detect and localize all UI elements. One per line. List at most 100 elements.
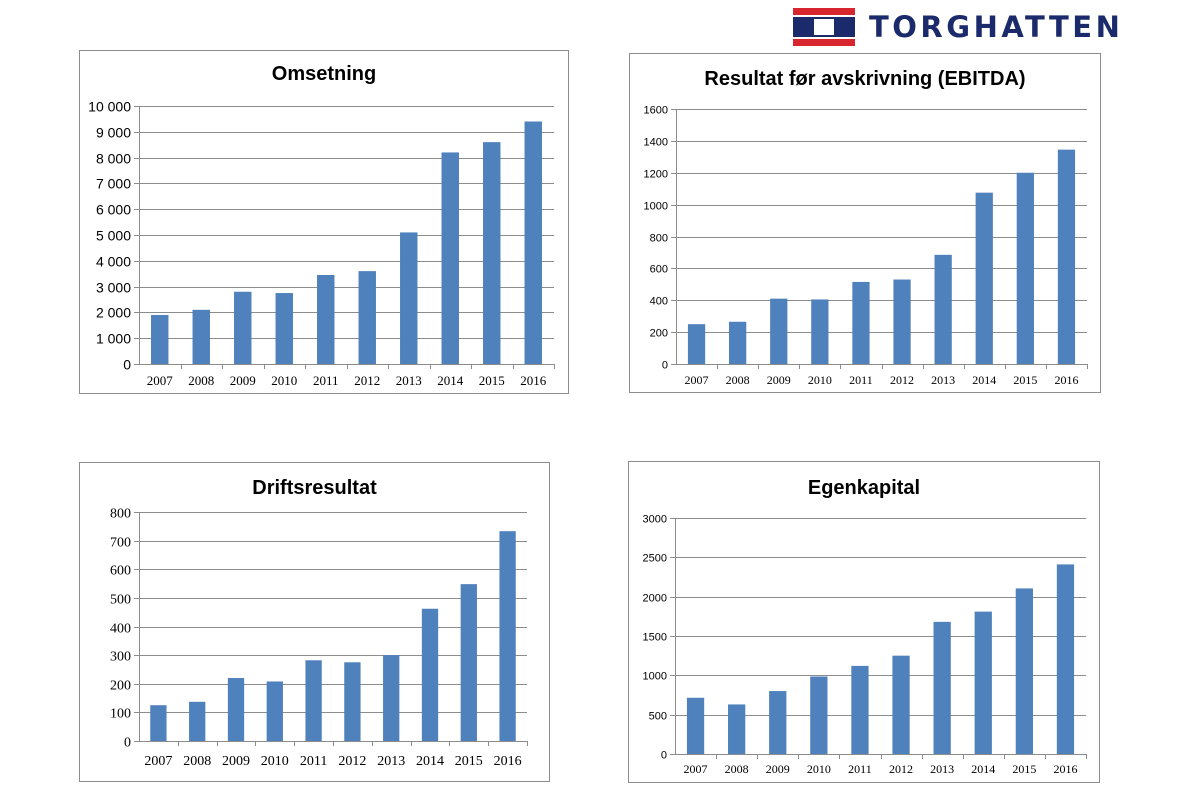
torghatten-logo-mark-icon — [793, 8, 855, 46]
bar — [851, 665, 869, 754]
y-tick-label: 0 — [123, 356, 131, 372]
x-tick-label: 2008 — [183, 754, 211, 769]
bar — [150, 705, 167, 741]
chart-driftsresultat: Driftsresultat 0 100 200 300 400 500 600 700 800… — [79, 462, 550, 782]
bar — [460, 584, 477, 741]
y-tick-label: 7 000 — [96, 175, 131, 191]
x-tick-label: 2011 — [300, 754, 327, 769]
chart-plot: 0 1 000 2 000 3 000 4 000 5 000 6 000 7 000 8 00… — [88, 98, 555, 388]
y-tick-label: 6 000 — [96, 201, 131, 217]
chart-egenkapital: Egenkapital 0 500 1000 1500 2000 2500 3000 2007… — [628, 461, 1100, 783]
bar — [975, 192, 993, 364]
y-tick-label: 0 — [661, 749, 667, 761]
y-tick-label: 4 000 — [96, 253, 131, 269]
y-tick-label: 1200 — [644, 168, 668, 180]
bar — [383, 655, 400, 741]
x-tick-label: 2009 — [230, 373, 256, 388]
y-tick-label: 200 — [110, 678, 131, 693]
chart-title: Driftsresultat — [252, 477, 377, 499]
x-tick-label: 2009 — [767, 373, 791, 387]
x-tick-label: 2014 — [416, 754, 444, 769]
y-tick-label: 1600 — [644, 104, 668, 116]
y-tick-label: 400 — [650, 295, 668, 307]
x-tick-label: 2013 — [931, 373, 955, 387]
x-tick-label: 2013 — [377, 754, 405, 769]
x-tick-label: 2008 — [188, 373, 214, 388]
bar — [769, 691, 787, 754]
chart-omsetning: Omsetning 0 1 000 2 000 3 000 4 000 5 000 6 00… — [79, 50, 569, 394]
bar — [687, 324, 706, 364]
bar — [1015, 588, 1033, 754]
bar — [811, 299, 829, 364]
bar — [266, 681, 283, 741]
x-tick-label: 2009 — [222, 754, 250, 769]
x-tick-label: 2015 — [455, 754, 483, 769]
bar — [934, 254, 952, 364]
y-tick-label: 8 000 — [96, 150, 131, 166]
x-tick-label: 2011 — [849, 373, 873, 387]
x-tick-label: 2010 — [807, 762, 831, 776]
x-tick-label: 2007 — [684, 762, 708, 776]
x-tick-label: 2012 — [354, 373, 380, 388]
x-tick-label: 2007 — [685, 373, 709, 387]
bar — [1057, 149, 1076, 364]
bar — [192, 309, 210, 364]
bar — [852, 281, 870, 364]
chart-plot: 0 100 200 300 400 500 600 700 800 2007 2008 2009 201… — [110, 506, 528, 769]
bar — [275, 293, 293, 364]
y-tick-label: 600 — [650, 263, 668, 275]
y-tick-label: 600 — [110, 563, 131, 578]
bar — [499, 531, 516, 741]
bar — [483, 142, 501, 364]
y-tick-label: 2000 — [643, 592, 667, 604]
x-tick-label: 2010 — [271, 373, 297, 388]
bar — [189, 701, 206, 741]
bar — [892, 655, 910, 754]
x-tick-label: 2008 — [725, 762, 749, 776]
x-tick-label: 2016 — [1054, 373, 1078, 387]
bar — [1056, 564, 1075, 754]
bar — [344, 662, 361, 741]
y-tick-label: 700 — [110, 535, 131, 550]
chart-ebitda: Resultat før avskrivning (EBITDA) 0 200 40… — [629, 53, 1101, 393]
bar — [686, 697, 705, 754]
y-tick-label: 2 000 — [96, 304, 131, 320]
y-tick-label: 500 — [649, 710, 667, 722]
x-tick-label: 2015 — [1013, 373, 1037, 387]
bar — [1016, 172, 1034, 364]
y-tick-label: 1 000 — [96, 330, 131, 346]
x-tick-label: 2014 — [437, 373, 464, 388]
bar — [227, 678, 245, 741]
bar — [358, 271, 376, 364]
y-tick-label: 300 — [110, 649, 131, 664]
x-tick-label: 2013 — [930, 762, 954, 776]
y-tick-label: 3000 — [643, 513, 667, 525]
bar — [441, 152, 459, 364]
y-tick-label: 2500 — [643, 552, 667, 564]
y-tick-label: 1500 — [643, 631, 667, 643]
y-tick-label: 1400 — [644, 136, 668, 148]
x-tick-label: 2011 — [848, 762, 872, 776]
chart-title: Resultat før avskrivning (EBITDA) — [704, 68, 1026, 90]
y-tick-label: 200 — [650, 327, 668, 339]
x-tick-label: 2010 — [261, 754, 289, 769]
chart-plot: 0 500 1000 1500 2000 2500 3000 2007 2008 2009 2010… — [643, 513, 1087, 776]
y-tick-label: 0 — [124, 735, 131, 750]
x-tick-label: 2016 — [494, 754, 522, 769]
bar — [810, 676, 828, 754]
y-tick-label: 10 000 — [88, 98, 131, 114]
bar — [729, 321, 747, 364]
y-tick-label: 800 — [650, 232, 668, 244]
y-tick-label: 3 000 — [96, 279, 131, 295]
bar — [770, 298, 788, 364]
chart-title: Egenkapital — [807, 477, 921, 499]
x-tick-label: 2007 — [147, 373, 174, 388]
bar — [234, 291, 252, 364]
x-tick-label: 2015 — [479, 373, 505, 388]
x-tick-label: 2011 — [313, 373, 339, 388]
x-tick-label: 2015 — [1012, 762, 1036, 776]
y-tick-label: 500 — [110, 592, 131, 607]
chart-title: Omsetning — [271, 63, 377, 85]
x-tick-label: 2010 — [808, 373, 832, 387]
bar — [933, 621, 951, 754]
